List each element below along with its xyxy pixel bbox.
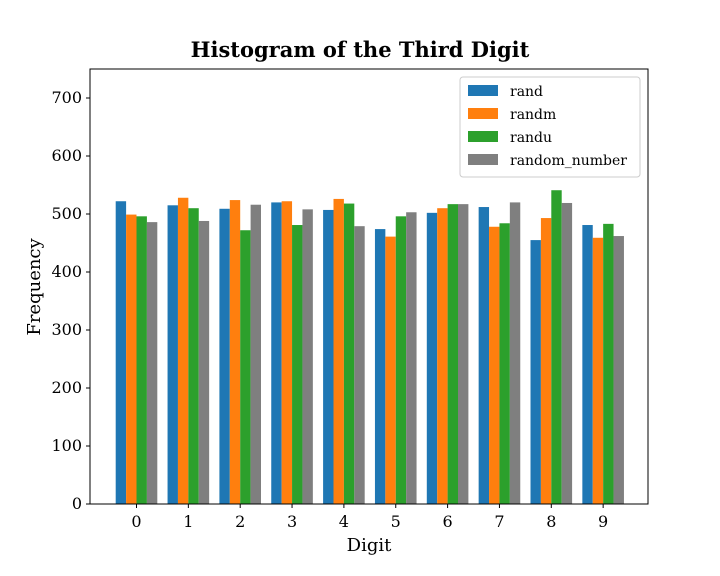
bar-random-number-digit-8 (561, 202, 573, 505)
legend-label-randm: randm (510, 107, 556, 123)
y-tick-label: 700 (51, 88, 82, 107)
bar-rand-digit-3 (271, 202, 282, 504)
y-tick-label: 300 (51, 320, 82, 339)
bar-rand-digit-7 (478, 207, 490, 505)
bar-rand-digit-2 (219, 208, 230, 504)
legend-label-randu: randu (510, 130, 552, 146)
x-tick-label: 7 (494, 512, 504, 531)
bar-rand-digit-8 (530, 240, 541, 504)
bar-random-number-digit-2 (250, 204, 261, 504)
bar-randu-digit-2 (240, 230, 251, 505)
bar-randm-digit-2 (229, 200, 241, 504)
bar-randm-digit-1 (177, 197, 189, 504)
chart-title: Histogram of the Third Digit (191, 37, 530, 62)
legend-box (459, 76, 641, 178)
legend: rand randm randu random_number (459, 76, 641, 178)
y-tick-label: 500 (51, 204, 82, 223)
bar-randu-digit-9 (603, 223, 614, 505)
bar-randm-digit-5 (385, 236, 396, 504)
bar-randm-digit-8 (540, 218, 552, 504)
bar-rand-digit-0 (115, 201, 127, 505)
bar-rand-digit-1 (167, 205, 178, 505)
bar-randu-digit-7 (499, 223, 510, 504)
bar-randu-digit-1 (188, 208, 199, 504)
bar-randm-digit-7 (489, 226, 500, 504)
legend-swatch-randu (468, 131, 498, 142)
bar-randu-digit-5 (395, 216, 407, 504)
bar-randu-digit-4 (343, 203, 355, 504)
bar-randu-digit-6 (447, 204, 458, 504)
x-axis-label: Digit (347, 535, 392, 556)
x-tick-label: 2 (235, 512, 245, 531)
bar-rand-digit-6 (426, 212, 438, 504)
bar-random-number-digit-4 (354, 226, 365, 504)
bar-rand-digit-5 (374, 229, 386, 504)
bar-random-number-digit-3 (302, 209, 313, 505)
legend-swatch-random-number (468, 154, 498, 165)
bar-randm-digit-9 (592, 237, 604, 504)
bar-randm-digit-0 (126, 214, 137, 504)
bar-randm-digit-6 (437, 208, 448, 504)
plot-area-frame (89, 68, 649, 505)
y-tick-label: 0 (72, 494, 82, 513)
legend-swatch-randm (468, 108, 498, 119)
y-tick-label: 400 (51, 262, 82, 281)
bar-random-number-digit-7 (509, 202, 521, 504)
x-tick-label: 8 (546, 512, 556, 531)
bar-rand-digit-9 (582, 225, 593, 504)
y-axis-label: Frequency (24, 237, 45, 335)
y-tick-label: 600 (51, 146, 82, 165)
bar-randm-digit-4 (333, 198, 344, 505)
legend-label-rand: rand (510, 84, 543, 100)
legend-swatch-rand (468, 85, 498, 96)
bar-random-number-digit-6 (458, 204, 469, 504)
x-tick-label: 6 (443, 512, 453, 531)
y-tick-label: 200 (51, 378, 82, 397)
x-tick-label: 0 (131, 512, 141, 531)
bar-random-number-digit-0 (146, 222, 158, 504)
bar-randm-digit-3 (281, 201, 293, 505)
bar-random-number-digit-9 (613, 236, 624, 505)
bar-random-number-digit-5 (406, 212, 417, 504)
x-tick-label: 9 (598, 512, 608, 531)
y-tick-label: 100 (51, 436, 82, 455)
bar-randu-digit-0 (136, 216, 147, 504)
x-tick-label: 5 (391, 512, 401, 531)
x-tick-label: 1 (183, 512, 193, 531)
x-axis-ticks: 0 1 2 3 4 5 6 7 8 9 (131, 504, 608, 531)
bar-random-number-digit-1 (198, 220, 210, 504)
bar-rand-digit-4 (323, 209, 334, 504)
bar-randu-digit-3 (292, 225, 303, 504)
y-axis-ticks: 0 100 200 300 400 500 600 700 (51, 88, 90, 513)
bars-group (115, 190, 624, 505)
bar-randu-digit-8 (551, 190, 562, 504)
x-tick-label: 4 (339, 512, 349, 531)
x-tick-label: 3 (287, 512, 297, 531)
legend-label-random-number: random_number (510, 153, 627, 169)
